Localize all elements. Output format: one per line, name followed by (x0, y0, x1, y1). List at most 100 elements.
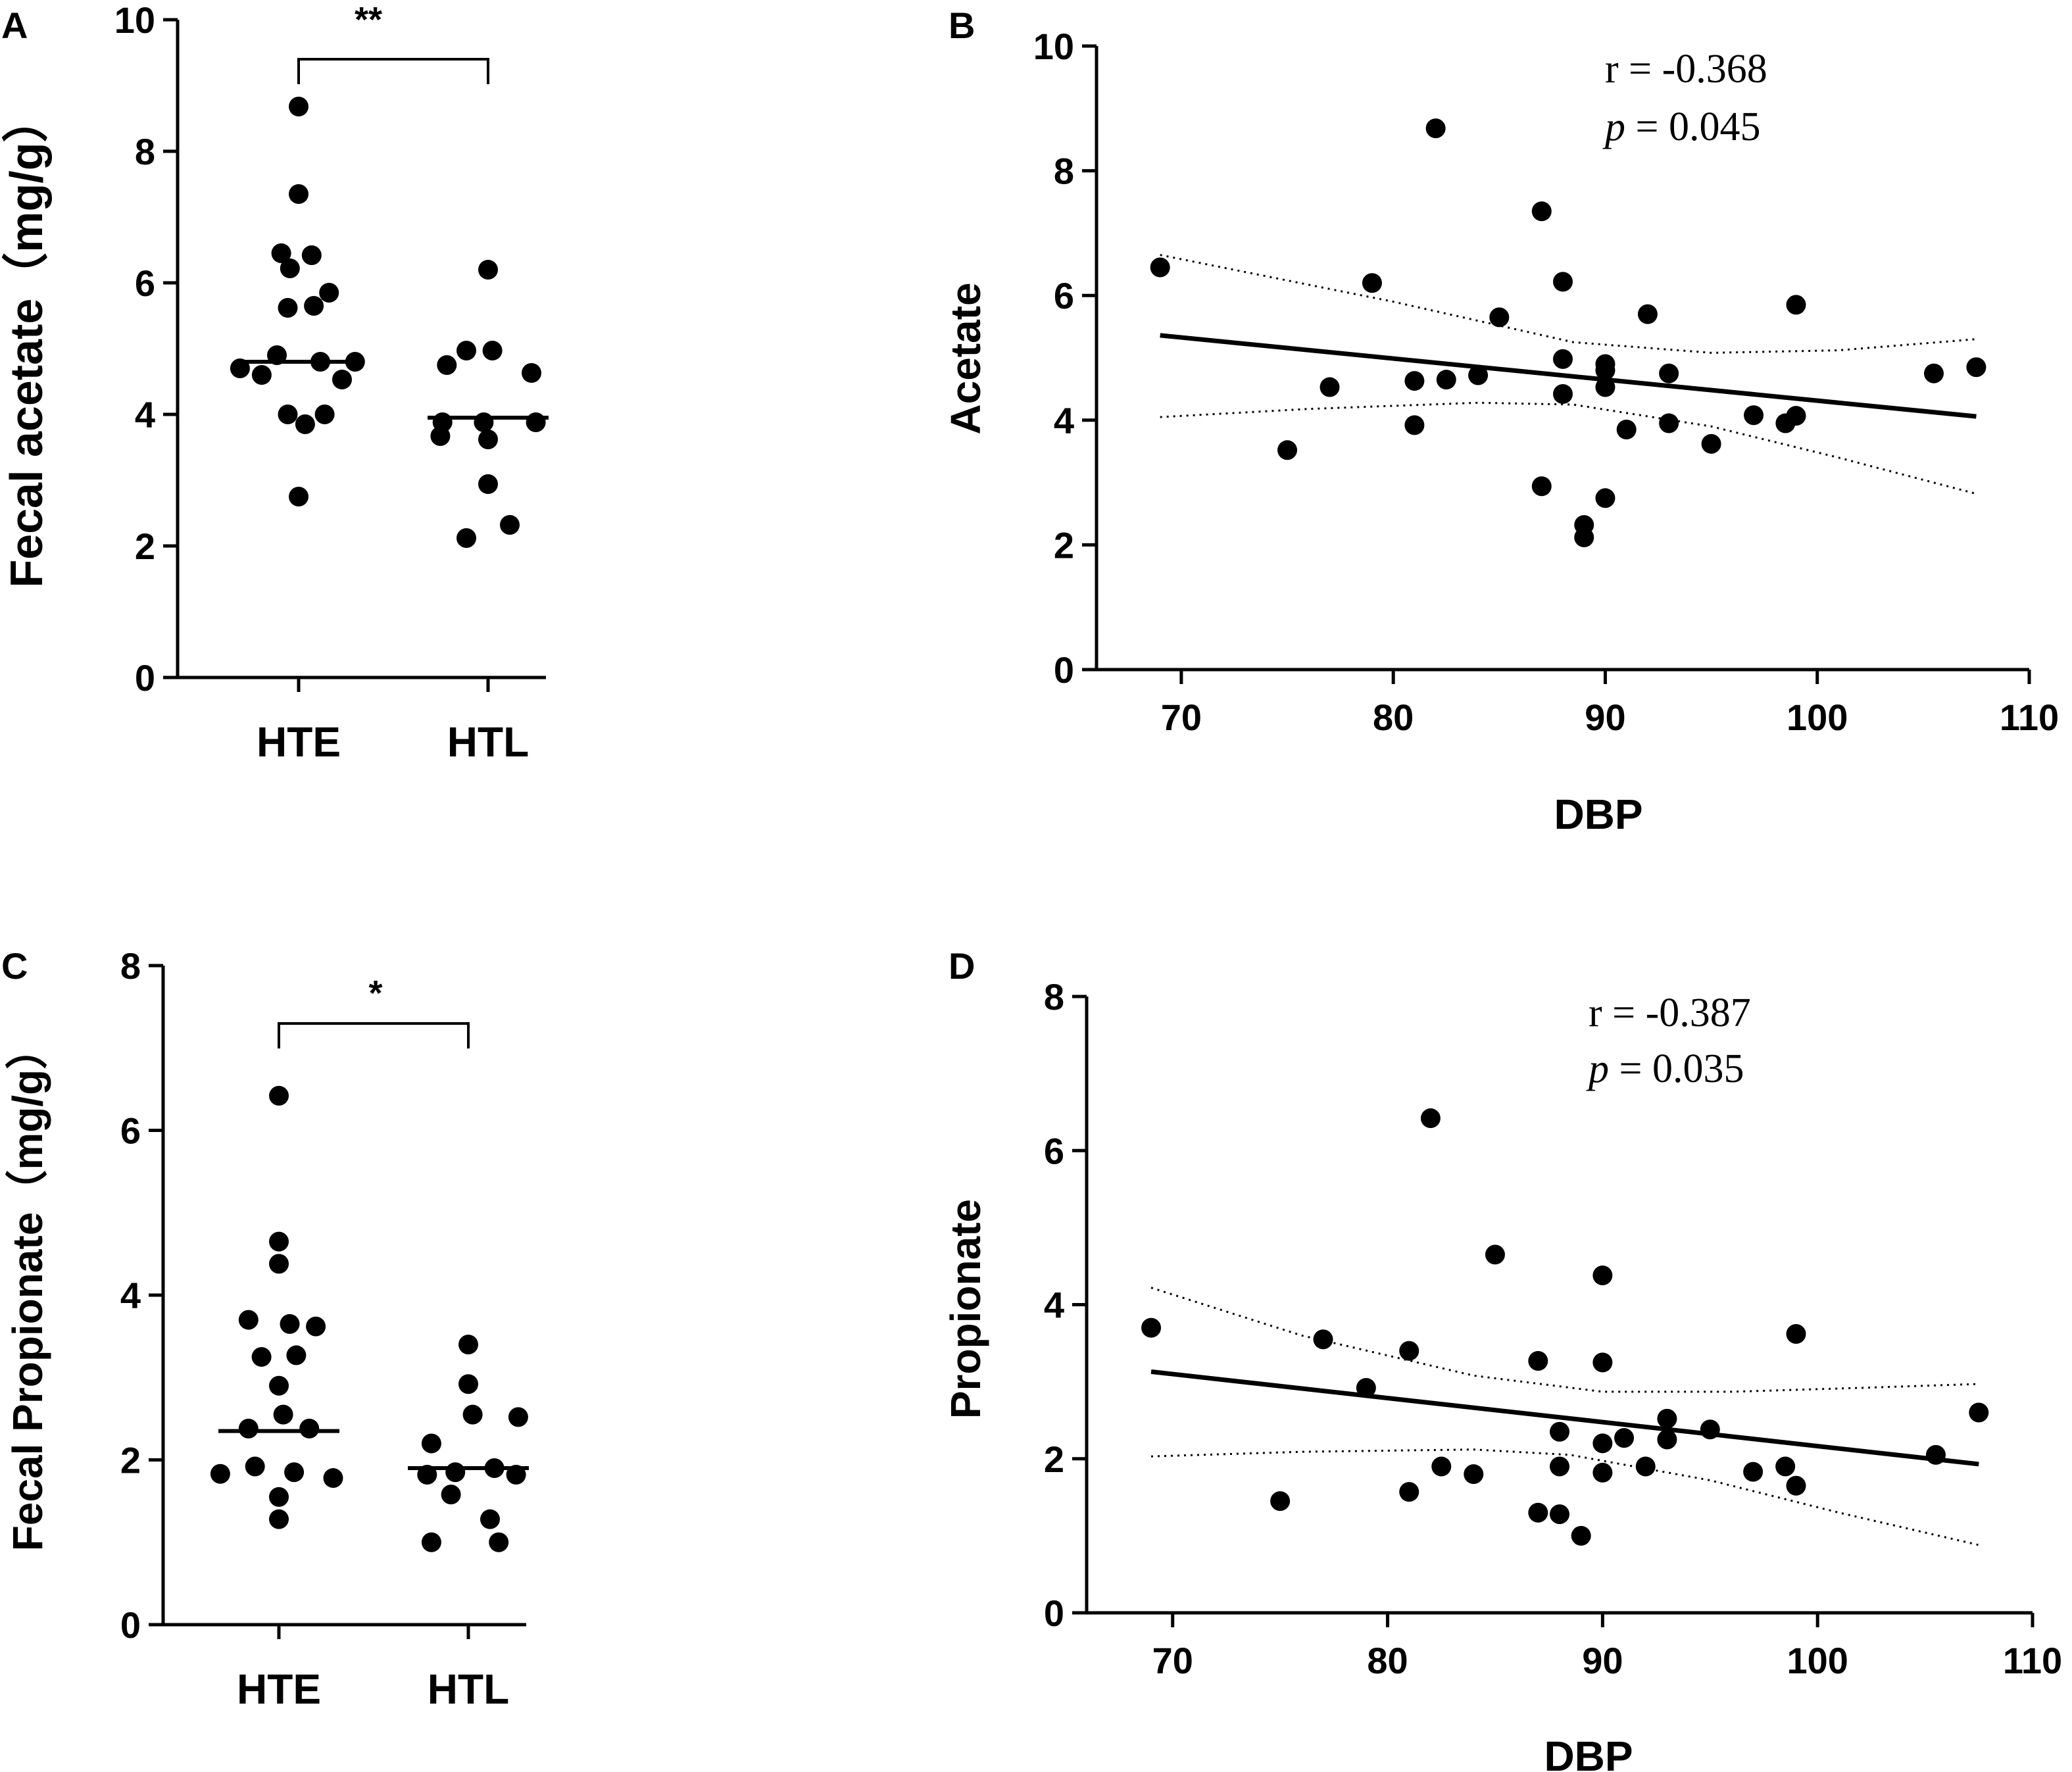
data-point (1574, 515, 1594, 535)
data-point-htl (441, 1485, 461, 1505)
y-tick-label: 2 (135, 526, 155, 567)
data-point (1592, 1462, 1613, 1483)
data-point-hte (245, 1456, 265, 1477)
r-annotation-d: r = -0.387 (1589, 991, 1751, 1035)
y-tick-label: 0 (135, 657, 155, 699)
panel-b: B 0 2 4 6 8 10 70 80 90 100 110 DBP Acetate r = -0… (942, 5, 2059, 838)
data-point (1550, 1421, 1569, 1442)
x-axis-label-b: DBP (1554, 791, 1642, 838)
data-point (1553, 383, 1573, 404)
data-point (1657, 1429, 1677, 1450)
data-point-htl (478, 474, 498, 494)
data-point-hte (289, 184, 308, 204)
y-tick-label: 4 (135, 394, 155, 435)
data-point-hte (332, 370, 352, 389)
data-point (1659, 363, 1679, 383)
data-point-hte (269, 1231, 289, 1252)
data-point-hte (314, 405, 335, 424)
regression-line (1150, 1369, 1979, 1467)
y-tick-label: 4 (120, 1275, 141, 1316)
data-point (1420, 1108, 1441, 1129)
data-point (1356, 1377, 1376, 1398)
data-point (1657, 1408, 1677, 1429)
data-point-hte (289, 487, 308, 506)
data-point (1592, 1352, 1613, 1373)
x-tick-label: 70 (1161, 697, 1202, 738)
data-point-hte (269, 1085, 289, 1106)
data-point-hte (210, 1464, 230, 1484)
data-point (1141, 1317, 1162, 1338)
x-tick-label: 110 (2000, 697, 2059, 738)
category-label-htl-a: HTL (447, 718, 529, 766)
significance-label-c: * (368, 973, 382, 1013)
panel-a: A 0 2 4 6 8 10 ** HTE HTL Fecal acetate（mg/g） (1, 0, 549, 766)
data-point (1553, 349, 1573, 369)
data-point (1270, 1491, 1291, 1512)
p-symbol-b: p (1602, 105, 1625, 149)
data-point (1923, 363, 1944, 383)
data-point (1468, 365, 1489, 385)
data-point (1399, 1341, 1419, 1361)
data-point-hte (306, 1316, 326, 1337)
data-point-htl (445, 1462, 466, 1483)
data-point-hte (280, 258, 300, 278)
confidence-band-lower (1160, 401, 1977, 495)
y-tick-label: 6 (135, 262, 155, 304)
y-tick-label: 0 (1054, 649, 1074, 691)
data-point-hte (319, 283, 339, 303)
data-point-hte (284, 1462, 305, 1483)
y-tick-label: 4 (1044, 1285, 1064, 1326)
data-point (1595, 377, 1616, 397)
data-point (1464, 1464, 1484, 1485)
data-point-htl (522, 363, 541, 383)
r-annotation-b: r = -0.368 (1605, 47, 1767, 91)
y-tick-label: 6 (1044, 1130, 1064, 1171)
data-point-hte (304, 296, 324, 316)
y-axis-label-a: Fecal acetate（mg/g） (1, 97, 52, 588)
data-point (1659, 413, 1679, 433)
data-point-htl (478, 430, 498, 449)
data-point (1531, 201, 1552, 222)
p-symbol-d: p (1586, 1046, 1609, 1091)
p-annotation-d: p = 0.035 (1586, 1046, 1744, 1091)
data-point-htl (437, 355, 457, 375)
data-point-hte (323, 1468, 343, 1489)
data-point-htl (458, 1374, 478, 1394)
panel-label-a: A (1, 5, 28, 46)
x-tick-label: 100 (1787, 1640, 1848, 1681)
data-point-hte (271, 243, 291, 263)
category-label-hte-a: HTE (257, 718, 341, 766)
data-point (1614, 1428, 1635, 1448)
y-tick-label: 8 (120, 945, 141, 987)
data-point-htl (421, 1433, 441, 1454)
significance-label-a: ** (355, 0, 382, 39)
significance-bracket (278, 1022, 470, 1048)
data-point-htl (500, 515, 520, 535)
y-tick-label: 8 (135, 131, 155, 172)
x-tick-label: 80 (1367, 1640, 1408, 1681)
data-point (1969, 1402, 1989, 1423)
panel-label-d: D (949, 945, 975, 987)
y-tick-label: 6 (1054, 275, 1074, 316)
data-point (1786, 406, 1806, 426)
data-point (1592, 1265, 1613, 1285)
data-point (1550, 1456, 1569, 1477)
y-tick-label: 10 (1033, 26, 1074, 67)
data-point (1786, 1324, 1806, 1344)
data-point (1775, 1456, 1796, 1477)
data-point (1425, 118, 1446, 139)
data-point (1489, 307, 1510, 328)
data-point (1436, 370, 1456, 390)
y-tick-label: 2 (120, 1440, 141, 1481)
y-tick-label: 8 (1054, 151, 1074, 192)
y-tick-label: 2 (1044, 1439, 1064, 1480)
data-point-htl (508, 1407, 528, 1427)
data-point-hte (251, 365, 272, 385)
data-point (1431, 1456, 1452, 1477)
data-point (1313, 1329, 1333, 1350)
data-point (1320, 377, 1340, 397)
panel-d: D 0 2 4 6 8 70 80 90 100 110 DBP Propionate r = -… (942, 945, 2062, 1772)
x-axis-label-d: DBP (1544, 1733, 1633, 1772)
data-point-hte (278, 298, 298, 318)
